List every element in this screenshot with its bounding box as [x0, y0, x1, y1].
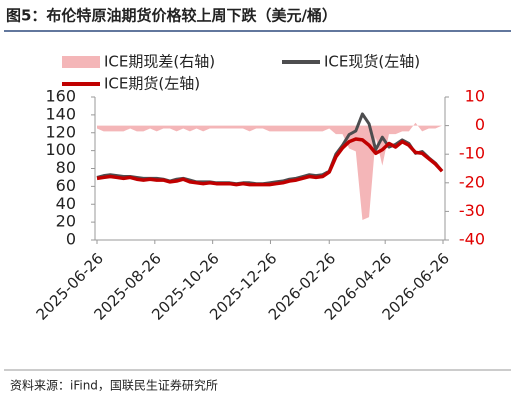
legend-label: ICE期货(左轴) [104, 75, 200, 93]
y-tick-label: 140 [45, 104, 76, 123]
y2-tick-label: 10 [465, 87, 485, 106]
y-tick-label: 120 [45, 122, 76, 141]
y2-tick-label: -20 [459, 172, 485, 191]
legend-swatch [62, 56, 100, 68]
chart-title: 图5：布伦特原油期货价格较上周下跌（美元/桶） [6, 7, 337, 25]
y2-tick-label: -40 [459, 230, 485, 249]
series-line [96, 112, 444, 186]
y-tick-label: 0 [66, 230, 76, 249]
source: 资料来源：iFind，国联民生证券研究所 [10, 378, 218, 393]
legend-label: ICE期现差(右轴) [104, 53, 215, 71]
y-tick-label: 160 [45, 87, 76, 106]
y-tick-label: 100 [45, 140, 76, 159]
y-tick-label: 20 [56, 212, 76, 231]
spread-area [97, 122, 443, 220]
legend-label: ICE现货(左轴) [324, 53, 420, 71]
y-tick-label: 60 [56, 176, 76, 195]
series-line [96, 137, 444, 187]
y2-tick-label: 0 [475, 115, 485, 134]
y2-tick-label: -10 [459, 144, 485, 163]
y-tick-label: 40 [56, 194, 76, 213]
y-tick-label: 80 [56, 158, 76, 177]
y2-tick-label: -30 [459, 201, 485, 220]
